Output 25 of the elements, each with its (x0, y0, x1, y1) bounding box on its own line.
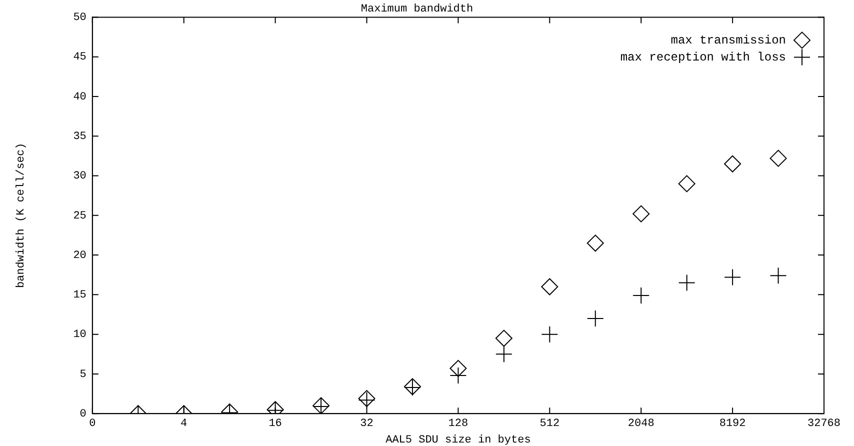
y-tick-label: 10 (73, 329, 86, 342)
y-tick-label: 0 (80, 408, 86, 421)
y-tick-label: 30 (73, 170, 86, 183)
x-tick-label: 8192 (719, 418, 746, 430)
y-tick-label: 5 (80, 368, 86, 381)
x-tick-label: 2048 (628, 418, 654, 430)
y-tick-label: 50 (73, 12, 86, 24)
y-tick-label: 25 (73, 210, 86, 222)
x-tick-label: 512 (540, 418, 560, 430)
y-tick-label: 40 (73, 91, 86, 104)
x-tick-label: 32 (360, 418, 374, 430)
chart-title: Maximum bandwidth (360, 4, 474, 16)
y-axis-title: bandwidth (K cell/sec) (16, 142, 28, 288)
legend-label: max reception with loss (620, 50, 786, 64)
x-tick-label: 16 (268, 418, 282, 430)
x-axis-title: AAL5 SDU size in bytes (386, 434, 531, 446)
y-tick-label: 35 (73, 131, 86, 144)
y-tick-label: 15 (73, 290, 86, 302)
x-tick-label: 0 (89, 418, 96, 430)
x-tick-label: 128 (448, 418, 468, 430)
x-tick-label: 4 (180, 418, 188, 430)
y-tick-label: 20 (73, 250, 86, 262)
y-tick-label: 45 (73, 52, 86, 64)
x-tick-label: 32768 (807, 418, 841, 430)
legend-label: max transmission (670, 33, 786, 48)
